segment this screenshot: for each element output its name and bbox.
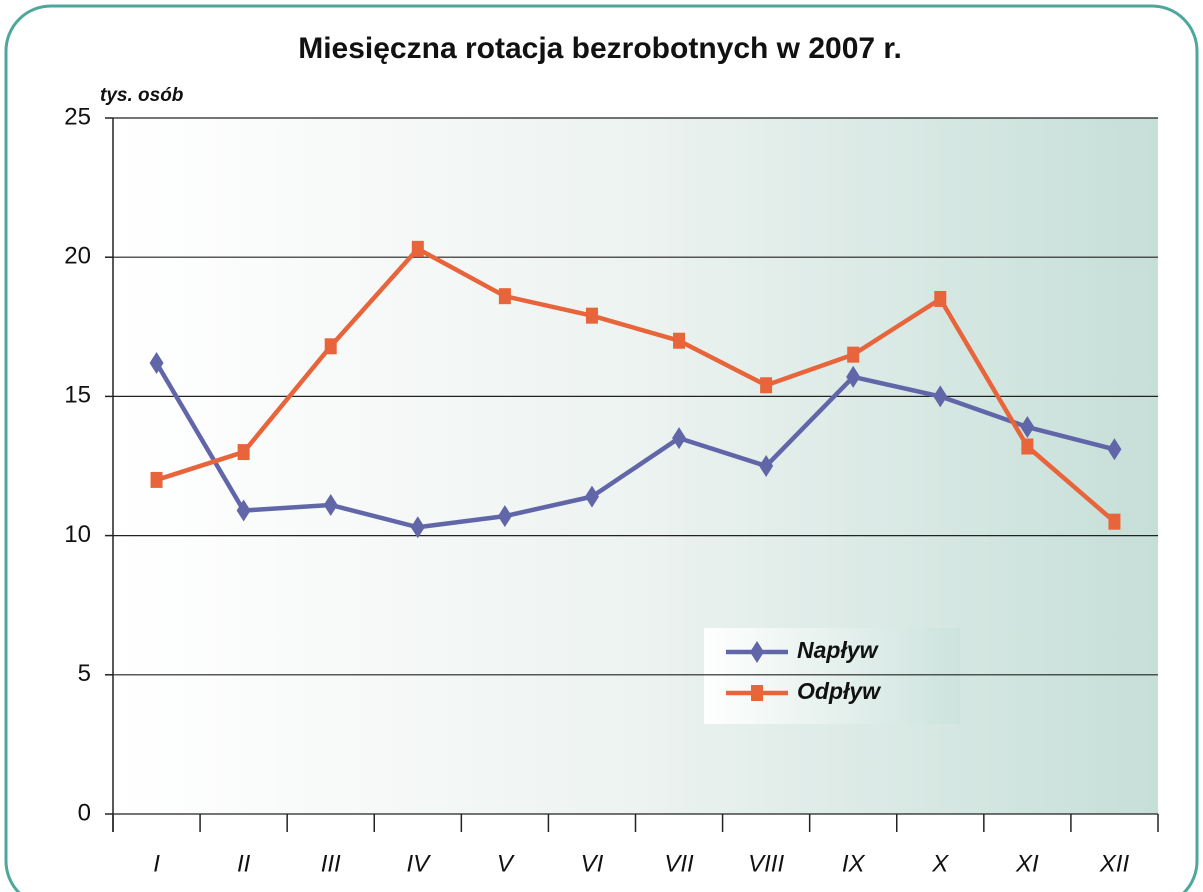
marker (497, 505, 512, 528)
series-line (155, 246, 1116, 524)
marker (933, 385, 948, 408)
marker (1021, 438, 1034, 455)
marker (1020, 416, 1035, 439)
x-tick-label: V (497, 850, 515, 877)
marker (673, 332, 686, 349)
marker (847, 346, 860, 363)
x-tick-label: VIII (748, 850, 784, 877)
marker (759, 455, 774, 477)
x-tick-label: VI (581, 850, 604, 877)
marker (149, 351, 164, 374)
x-tick-label: X (931, 850, 949, 877)
x-tick-label: XII (1099, 850, 1130, 877)
y-axis-label: tys. osób (100, 85, 184, 106)
legend-box (704, 628, 960, 724)
marker (750, 641, 764, 663)
marker (672, 427, 687, 450)
legend-label: Odpływ (797, 678, 882, 704)
y-tick-label: 25 (64, 103, 91, 130)
series-line (154, 361, 1116, 530)
legend (704, 628, 960, 724)
chart-title: Miesięczna rotacja bezrobotnych w 2007 r… (298, 32, 902, 65)
x-tick-label: IV (406, 850, 431, 877)
x-tick-label: XI (1015, 850, 1039, 877)
marker (324, 338, 337, 355)
marker (751, 685, 763, 701)
marker (237, 444, 250, 461)
x-tick-label: I (153, 850, 160, 877)
marker (846, 365, 861, 388)
x-tick-label: III (321, 850, 341, 877)
x-tick-label: IX (842, 850, 866, 877)
marker (934, 290, 947, 307)
marker (1107, 438, 1122, 461)
marker (410, 516, 425, 539)
marker (584, 485, 599, 508)
x-tick-label: II (237, 850, 251, 877)
marker (585, 307, 598, 324)
legend-label: Napływ (797, 637, 880, 663)
marker (1108, 513, 1121, 530)
marker (150, 471, 163, 488)
y-tick-label: 5 (78, 660, 91, 687)
y-tick-label: 15 (64, 382, 91, 409)
y-tick-label: 0 (78, 799, 91, 826)
y-tick-label: 10 (64, 521, 91, 548)
marker (498, 288, 511, 305)
marker (236, 499, 251, 522)
marker (323, 493, 338, 516)
marker (760, 377, 773, 394)
x-tick-label: VII (664, 850, 694, 877)
marker (411, 240, 424, 257)
y-tick-label: 20 (64, 243, 91, 270)
